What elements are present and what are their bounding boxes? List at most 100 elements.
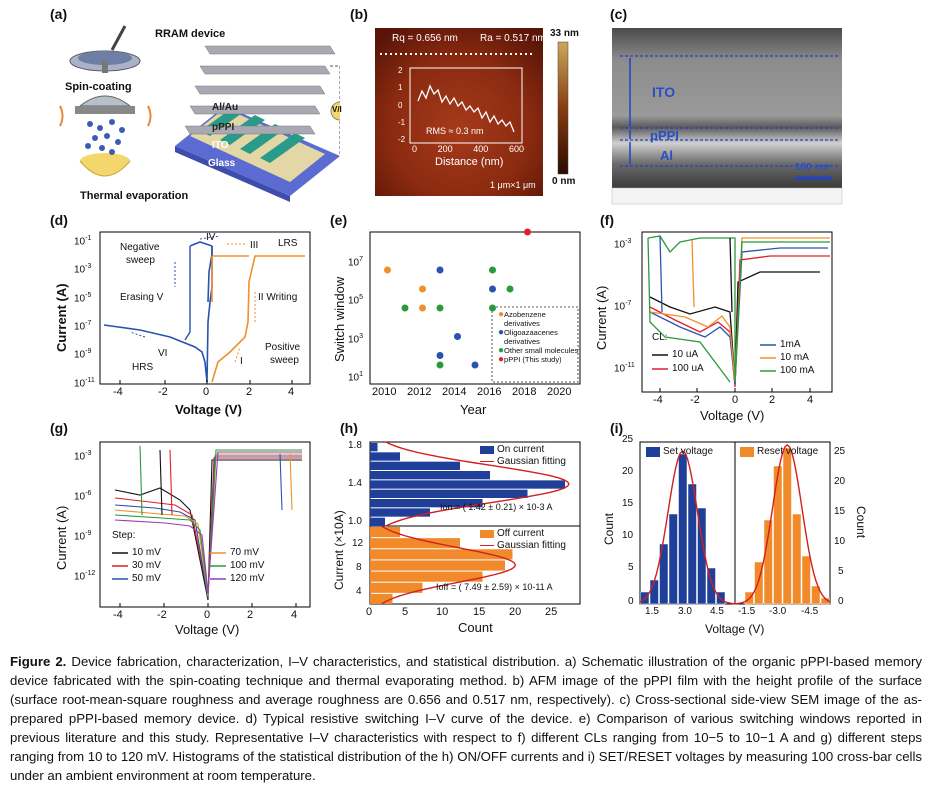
g-xtick: 0 [204,609,211,621]
panel-h-label: (h) [340,420,358,436]
afm-ytick: -2 [398,135,406,144]
d-ytick: 10 [74,349,86,361]
h-off-legend: Off current [497,528,545,539]
i-ylabel: Count [602,512,616,545]
h-ytick-top: 1.8 [348,440,362,451]
g-xtick: -2 [157,609,167,621]
step-iv-chart [99,441,311,608]
sem-scale-label: 100 nm [795,162,830,173]
caption-text: Device fabrication, characterization, I–… [10,654,922,783]
i-ytick: 10 [622,530,634,541]
scatter-point [401,304,409,312]
e-xtick: 2018 [512,386,537,398]
scatter-point [436,352,444,359]
histogram-bar [370,443,378,452]
i-reset-legend: Reset voltage [757,446,819,457]
d-vi: VI [158,348,168,359]
scatter-point [384,266,391,274]
d-ytick: 10 [74,377,86,389]
f-xtick: 2 [769,394,776,406]
orange-curve [211,255,305,383]
panel-i: (i) Count Count Voltage (V) 1.5 3.0 4.5 … [600,420,930,640]
f-legend-item: 100 mA [780,365,815,376]
histogram-bar [370,582,423,593]
h-gauss2: Gaussian fitting [497,540,566,551]
thermal-evaporation-label: Thermal evaporation [80,190,189,202]
d-lrs: LRS [278,238,298,249]
d-ytick: 10 [74,292,86,304]
histogram-bar [370,571,483,582]
f-ytick-exp: -7 [625,300,632,307]
g-legend-item: 120 mV [230,573,265,584]
histogram-bar [370,508,430,517]
d-sweep2: sweep [270,355,299,366]
d-positive: Positive [265,342,301,353]
h-xtick: 10 [436,606,449,618]
ra-value: Ra = 0.517 nm [480,33,546,44]
spin-coating-label: Spin-coating [65,81,132,93]
evaporation-particles [85,119,125,155]
g-xtick: 2 [247,609,254,621]
e-xlabel: Year [460,402,487,417]
i-xlabel: Voltage (V) [705,622,765,636]
sem-ito-label: ITO [652,84,676,100]
afm-ytick: 1 [398,83,403,93]
gaussian-fit [734,443,831,605]
d-negative: Negative [120,242,160,253]
ppi-layer-label: pPPI [212,122,235,133]
f-ylabel: Current (A) [594,285,609,350]
i-xtick: -4.5 [801,606,819,617]
histogram-bar [370,549,513,560]
histogram-bar [370,527,400,538]
h-xtick: 5 [402,606,409,618]
e-xtick: 2014 [442,386,467,398]
panel-c-label: (c) [610,6,628,22]
d-ytick-exp: -9 [85,348,92,356]
g-ytick-exp: -9 [85,530,92,537]
d-ytick-exp: -7 [85,319,92,327]
d-sweep1: sweep [126,255,155,266]
g-xtick: -4 [113,609,123,621]
g-xlabel: Voltage (V) [175,622,240,637]
e-ytick: 10 [348,333,360,345]
h-xtick: 25 [545,606,558,618]
f-ytick: 10 [614,301,626,313]
f-legend-item: 1mA [780,339,801,350]
d-ytick: 10 [74,236,86,248]
histogram-bar [659,543,669,605]
d-erasing: Erasing V [120,292,164,303]
h-xlabel: Count [458,620,493,635]
d-xtick: -4 [113,386,123,398]
i-xtick: 1.5 [645,606,659,617]
d-iii: III [250,240,259,251]
figure-caption: Figure 2. Device fabrication, characteri… [10,652,922,785]
blue-curve [103,324,208,383]
e-ytick-exp: 3 [359,332,364,340]
g-ytick: 10 [74,491,86,503]
panel-d: (d) Current (A) Voltage (V) -4 -2 0 2 4 … [40,212,320,422]
sem-al-label: Al [660,148,673,163]
histogram-bar [697,507,707,605]
d-hrs: HRS [132,362,154,373]
e-xtick: 2016 [477,386,502,398]
h-ytick-top: 1.0 [348,516,362,527]
f-cl-label: CL: [652,332,668,343]
histogram-bar [370,499,483,508]
g-ytick: 10 [74,451,86,463]
e-legend-item: pPPI (This study) [504,355,562,364]
on-off-histogram [369,441,581,605]
g-ytick-exp: -3 [85,450,92,457]
h-xtick: 15 [473,606,486,618]
h-ylabel-a: Current (×10 [332,522,346,590]
d-xtick: 4 [288,386,295,398]
afm-xtick: 0 [412,144,418,154]
afm-ylabel: Height (nm) [360,73,371,126]
scatter-point [506,285,514,293]
g-legend-item: 30 mV [132,560,161,571]
histogram-bar [811,585,821,605]
cl-iv-chart [641,231,833,393]
i-ytick: 5 [628,562,634,573]
sem-image [611,28,843,205]
i-xtick: -1.5 [738,606,756,617]
h-gauss1: Gaussian fitting [497,456,566,467]
